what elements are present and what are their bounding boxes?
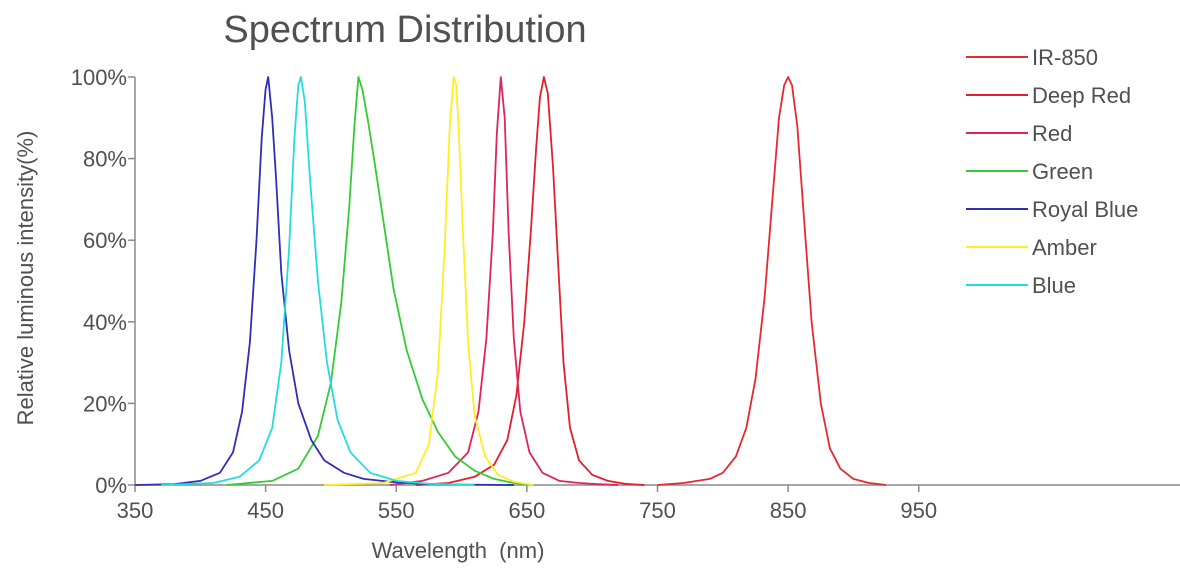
legend-item-blue: Blue bbox=[966, 273, 1076, 298]
plot-area: 0% 20% 40% 60% 80% 100% 350 450 550 650 750 850 950 bbox=[71, 65, 1180, 523]
y-tick-label: 0% bbox=[95, 473, 127, 498]
legend-label: Deep Red bbox=[1032, 83, 1131, 108]
series-line-ir-850 bbox=[657, 76, 887, 486]
legend-label: Amber bbox=[1032, 235, 1097, 260]
x-tick-label: 850 bbox=[770, 498, 807, 523]
legend-item-royal-blue: Royal Blue bbox=[966, 197, 1138, 222]
legend-label: IR-850 bbox=[1032, 45, 1098, 70]
y-tick-label: 40% bbox=[83, 310, 127, 335]
x-tick-label: 450 bbox=[247, 498, 284, 523]
series-line-red bbox=[389, 76, 619, 486]
series-line-royal-blue bbox=[134, 76, 514, 486]
legend-label: Blue bbox=[1032, 273, 1076, 298]
y-axis-label: Relative luminous intensity(%) bbox=[13, 131, 38, 426]
series-line-deep-red bbox=[415, 76, 645, 486]
legend-item-green: Green bbox=[966, 159, 1093, 184]
y-ticks: 0% 20% 40% 60% 80% 100% bbox=[71, 65, 135, 498]
x-axis-label: Wavelength (nm) bbox=[372, 538, 545, 563]
y-tick-label: 20% bbox=[83, 391, 127, 416]
legend-label: Green bbox=[1032, 159, 1093, 184]
y-tick-label: 60% bbox=[83, 228, 127, 253]
series-line-amber bbox=[324, 76, 534, 486]
legend: IR-850 Deep Red Red Green Royal Blue Amber Blu… bbox=[966, 45, 1138, 298]
legend-item-amber: Amber bbox=[966, 235, 1097, 260]
x-ticks: 350 450 550 650 750 850 950 bbox=[117, 485, 937, 523]
x-tick-label: 650 bbox=[509, 498, 546, 523]
legend-item-deep-red: Deep Red bbox=[966, 83, 1131, 108]
x-tick-label: 350 bbox=[117, 498, 154, 523]
series-line-green bbox=[226, 76, 534, 486]
legend-item-ir-850: IR-850 bbox=[966, 45, 1098, 70]
chart-title: Spectrum Distribution bbox=[223, 9, 586, 51]
legend-item-red: Red bbox=[966, 121, 1072, 146]
x-tick-label: 750 bbox=[639, 498, 676, 523]
series-lines bbox=[134, 76, 887, 486]
x-tick-label: 550 bbox=[378, 498, 415, 523]
y-tick-label: 80% bbox=[83, 147, 127, 172]
y-tick-label: 100% bbox=[71, 65, 127, 90]
legend-label: Royal Blue bbox=[1032, 197, 1138, 222]
legend-label: Red bbox=[1032, 121, 1072, 146]
x-tick-label: 950 bbox=[900, 498, 937, 523]
series-line-blue bbox=[161, 76, 475, 486]
